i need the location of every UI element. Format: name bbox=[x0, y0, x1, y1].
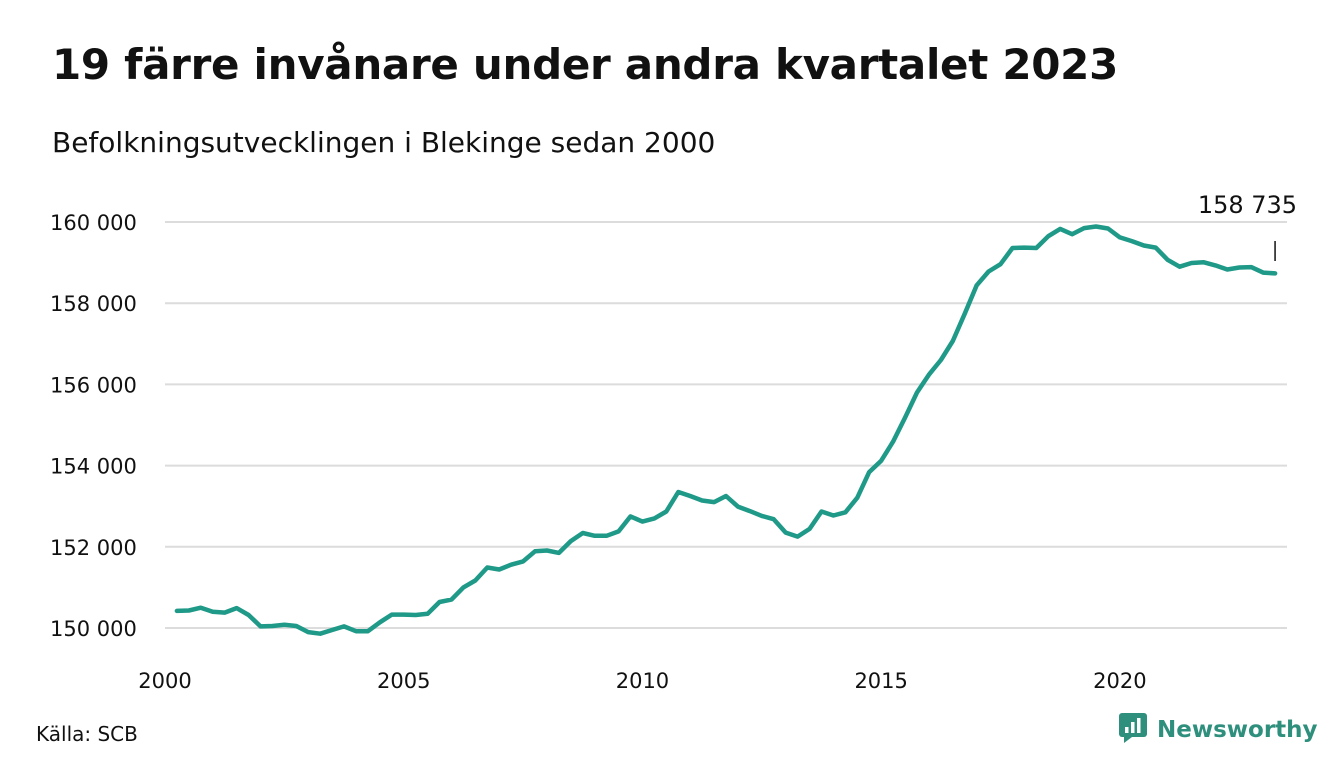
newsworthy-logo-icon bbox=[1118, 712, 1148, 748]
x-tick-label: 2020 bbox=[1093, 669, 1146, 693]
y-axis-tick-labels: 150 000 152 000 154 000 156 000 158 000 160 0… bbox=[50, 211, 137, 641]
chart-title: 19 färre invånare under andra kvartalet … bbox=[52, 40, 1119, 89]
x-tick-label: 2015 bbox=[854, 669, 907, 693]
y-tick-label: 152 000 bbox=[50, 536, 137, 560]
source-note: Källa: SCB bbox=[36, 722, 138, 746]
population-line-chart: 150 000 152 000 154 000 156 000 158 000 160 0… bbox=[50, 191, 1297, 693]
data-points bbox=[176, 226, 1276, 634]
y-tick-label: 150 000 bbox=[50, 617, 137, 641]
y-tick-label: 160 000 bbox=[50, 211, 137, 235]
x-axis-tick-labels: 2000 2005 2010 2015 2020 bbox=[138, 669, 1146, 693]
chart-subtitle: Befolkningsutvecklingen i Blekinge sedan… bbox=[52, 126, 716, 159]
end-value-label: 158 735 bbox=[1198, 191, 1297, 219]
newsworthy-logo[interactable]: Newsworthy bbox=[1118, 712, 1318, 748]
newsworthy-logo-text: Newsworthy bbox=[1157, 717, 1318, 743]
y-tick-label: 158 000 bbox=[50, 292, 137, 316]
x-tick-label: 2005 bbox=[377, 669, 430, 693]
gridlines bbox=[165, 221, 1287, 629]
series-line-population bbox=[174, 224, 1278, 636]
y-tick-label: 156 000 bbox=[50, 373, 137, 397]
y-tick-label: 154 000 bbox=[50, 455, 137, 479]
x-tick-label: 2000 bbox=[138, 669, 191, 693]
x-tick-label: 2010 bbox=[616, 669, 669, 693]
